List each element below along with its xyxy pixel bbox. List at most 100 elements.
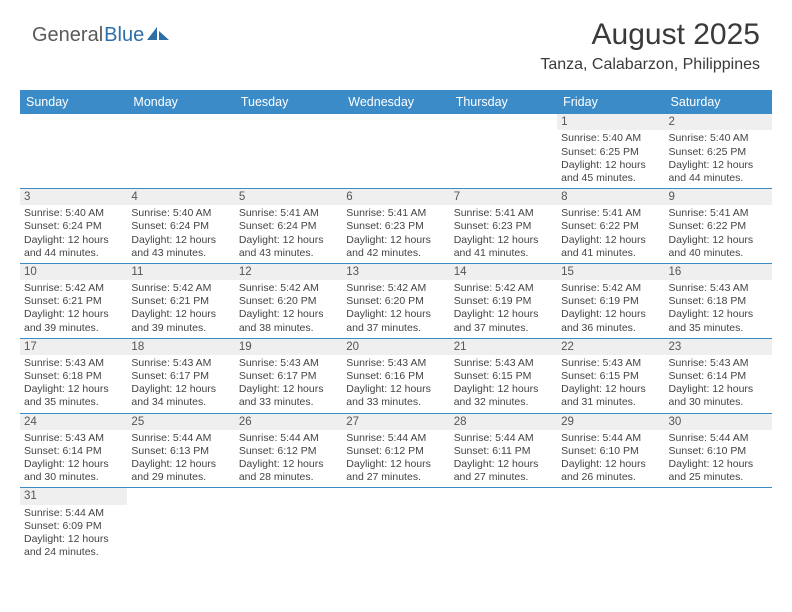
sunset-text: Sunset: 6:20 PM [346,295,445,308]
day-cell [20,114,127,188]
daylight-text: Daylight: 12 hours and 29 minutes. [131,458,230,484]
day-number: 2 [665,114,772,130]
sunset-text: Sunset: 6:23 PM [454,220,553,233]
day-number: 22 [557,339,664,355]
sunrise-text: Sunrise: 5:41 AM [669,207,768,220]
day-body: Sunrise: 5:44 AMSunset: 6:11 PMDaylight:… [450,430,557,488]
day-number [450,114,557,130]
sunset-text: Sunset: 6:16 PM [346,370,445,383]
sunset-text: Sunset: 6:12 PM [346,445,445,458]
day-body: Sunrise: 5:40 AMSunset: 6:25 PMDaylight:… [557,130,664,188]
sunrise-text: Sunrise: 5:43 AM [239,357,338,370]
sunset-text: Sunset: 6:24 PM [131,220,230,233]
daylight-text: Daylight: 12 hours and 45 minutes. [561,159,660,185]
day-number [342,488,449,504]
day-cell: 30Sunrise: 5:44 AMSunset: 6:10 PMDayligh… [665,414,772,488]
daylight-text: Daylight: 12 hours and 30 minutes. [24,458,123,484]
daylight-text: Daylight: 12 hours and 33 minutes. [346,383,445,409]
daylight-text: Daylight: 12 hours and 27 minutes. [346,458,445,484]
day-body: Sunrise: 5:42 AMSunset: 6:21 PMDaylight:… [20,280,127,338]
day-body: Sunrise: 5:41 AMSunset: 6:23 PMDaylight:… [342,205,449,263]
day-cell: 13Sunrise: 5:42 AMSunset: 6:20 PMDayligh… [342,264,449,338]
day-body: Sunrise: 5:43 AMSunset: 6:17 PMDaylight:… [127,355,234,413]
sunrise-text: Sunrise: 5:43 AM [24,432,123,445]
daylight-text: Daylight: 12 hours and 40 minutes. [669,234,768,260]
day-cell [450,488,557,562]
day-cell: 18Sunrise: 5:43 AMSunset: 6:17 PMDayligh… [127,339,234,413]
week-row: 17Sunrise: 5:43 AMSunset: 6:18 PMDayligh… [20,339,772,414]
day-body: Sunrise: 5:42 AMSunset: 6:19 PMDaylight:… [450,280,557,338]
sunset-text: Sunset: 6:11 PM [454,445,553,458]
day-number: 9 [665,189,772,205]
sunset-text: Sunset: 6:21 PM [24,295,123,308]
calendar: SundayMondayTuesdayWednesdayThursdayFrid… [20,90,772,562]
sunset-text: Sunset: 6:21 PM [131,295,230,308]
day-cell: 15Sunrise: 5:42 AMSunset: 6:19 PMDayligh… [557,264,664,338]
sunset-text: Sunset: 6:25 PM [669,146,768,159]
day-cell: 1Sunrise: 5:40 AMSunset: 6:25 PMDaylight… [557,114,664,188]
sunrise-text: Sunrise: 5:44 AM [239,432,338,445]
weekday-header: Thursday [450,90,557,114]
day-number: 19 [235,339,342,355]
day-body: Sunrise: 5:41 AMSunset: 6:22 PMDaylight:… [557,205,664,263]
day-number: 26 [235,414,342,430]
daylight-text: Daylight: 12 hours and 44 minutes. [24,234,123,260]
daylight-text: Daylight: 12 hours and 30 minutes. [669,383,768,409]
day-number: 18 [127,339,234,355]
daylight-text: Daylight: 12 hours and 37 minutes. [346,308,445,334]
day-number [20,114,127,130]
day-number: 24 [20,414,127,430]
day-body: Sunrise: 5:40 AMSunset: 6:25 PMDaylight:… [665,130,772,188]
header: GeneralBlue August 2025 Tanza, Calabarzo… [0,0,792,80]
day-cell: 3Sunrise: 5:40 AMSunset: 6:24 PMDaylight… [20,189,127,263]
day-body: Sunrise: 5:43 AMSunset: 6:14 PMDaylight:… [665,355,772,413]
weekday-header-row: SundayMondayTuesdayWednesdayThursdayFrid… [20,90,772,114]
sunset-text: Sunset: 6:22 PM [669,220,768,233]
day-number: 7 [450,189,557,205]
sunset-text: Sunset: 6:12 PM [239,445,338,458]
daylight-text: Daylight: 12 hours and 34 minutes. [131,383,230,409]
sunset-text: Sunset: 6:24 PM [24,220,123,233]
day-cell: 17Sunrise: 5:43 AMSunset: 6:18 PMDayligh… [20,339,127,413]
day-number: 5 [235,189,342,205]
daylight-text: Daylight: 12 hours and 31 minutes. [561,383,660,409]
day-body: Sunrise: 5:42 AMSunset: 6:20 PMDaylight:… [235,280,342,338]
day-body: Sunrise: 5:44 AMSunset: 6:13 PMDaylight:… [127,430,234,488]
sunrise-text: Sunrise: 5:44 AM [346,432,445,445]
day-cell: 7Sunrise: 5:41 AMSunset: 6:23 PMDaylight… [450,189,557,263]
weekday-header: Sunday [20,90,127,114]
daylight-text: Daylight: 12 hours and 43 minutes. [239,234,338,260]
sunset-text: Sunset: 6:10 PM [561,445,660,458]
sunset-text: Sunset: 6:18 PM [24,370,123,383]
day-cell: 9 Sunrise: 5:41 AMSunset: 6:22 PMDaylight… [665,189,772,263]
day-cell: 27Sunrise: 5:44 AMSunset: 6:12 PMDayligh… [342,414,449,488]
daylight-text: Daylight: 12 hours and 26 minutes. [561,458,660,484]
daylight-text: Daylight: 12 hours and 42 minutes. [346,234,445,260]
sunrise-text: Sunrise: 5:40 AM [131,207,230,220]
weekday-header: Tuesday [235,90,342,114]
daylight-text: Daylight: 12 hours and 41 minutes. [454,234,553,260]
daylight-text: Daylight: 12 hours and 43 minutes. [131,234,230,260]
day-cell [557,488,664,562]
daylight-text: Daylight: 12 hours and 35 minutes. [24,383,123,409]
sunrise-text: Sunrise: 5:43 AM [24,357,123,370]
day-cell: 28Sunrise: 5:44 AMSunset: 6:11 PMDayligh… [450,414,557,488]
sunset-text: Sunset: 6:18 PM [669,295,768,308]
day-cell: 26Sunrise: 5:44 AMSunset: 6:12 PMDayligh… [235,414,342,488]
day-cell [127,114,234,188]
daylight-text: Daylight: 12 hours and 41 minutes. [561,234,660,260]
sail-icon [147,25,169,41]
day-cell: 24Sunrise: 5:43 AMSunset: 6:14 PMDayligh… [20,414,127,488]
day-body: Sunrise: 5:40 AMSunset: 6:24 PMDaylight:… [20,205,127,263]
sunrise-text: Sunrise: 5:43 AM [561,357,660,370]
daylight-text: Daylight: 12 hours and 27 minutes. [454,458,553,484]
day-number: 4 [127,189,234,205]
sunset-text: Sunset: 6:13 PM [131,445,230,458]
sunset-text: Sunset: 6:10 PM [669,445,768,458]
day-cell: 25Sunrise: 5:44 AMSunset: 6:13 PMDayligh… [127,414,234,488]
day-body: Sunrise: 5:44 AMSunset: 6:09 PMDaylight:… [20,505,127,563]
weekday-header: Wednesday [342,90,449,114]
day-cell: 14Sunrise: 5:42 AMSunset: 6:19 PMDayligh… [450,264,557,338]
sunset-text: Sunset: 6:19 PM [561,295,660,308]
daylight-text: Daylight: 12 hours and 39 minutes. [24,308,123,334]
